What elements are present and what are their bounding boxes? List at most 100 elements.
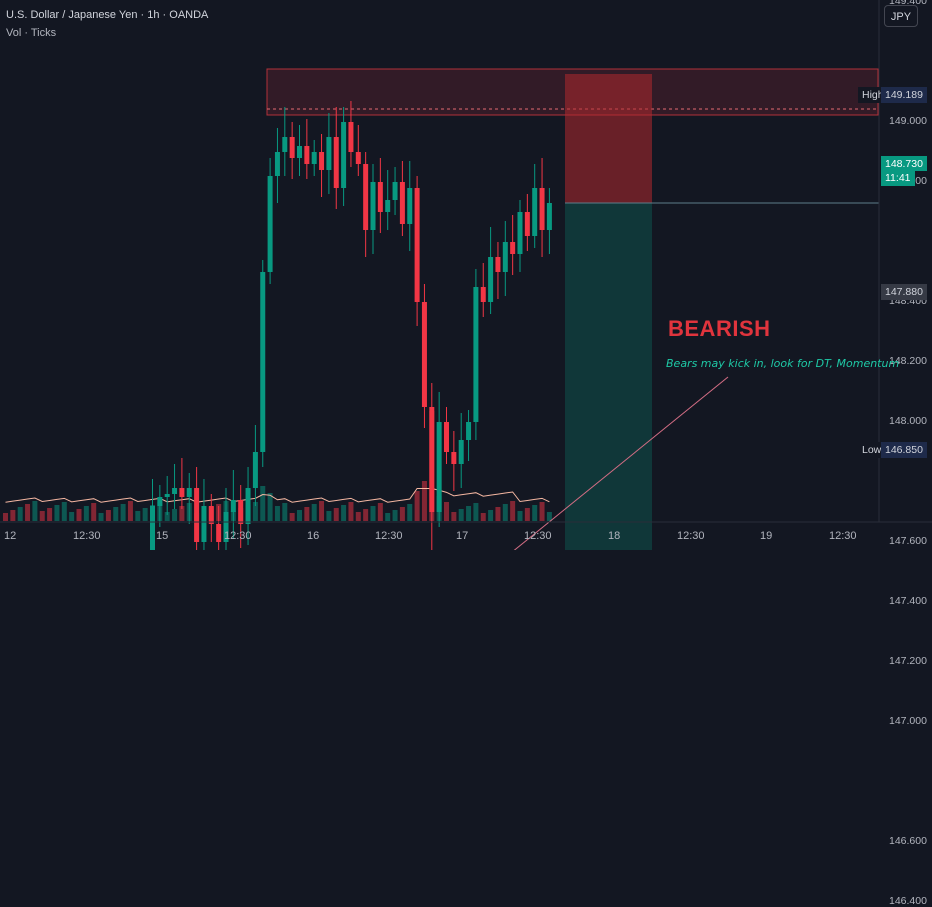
volume-bar — [421, 481, 427, 521]
volume-bar — [311, 504, 317, 521]
price-axis-label: 149.400 — [889, 0, 927, 7]
candle-body[interactable] — [451, 452, 457, 464]
candle-body[interactable] — [495, 257, 501, 272]
candle-body[interactable] — [429, 407, 435, 512]
candle-body[interactable] — [297, 146, 302, 158]
candle-body[interactable] — [267, 176, 273, 272]
volume-bar — [164, 512, 170, 521]
candle-body[interactable] — [223, 512, 229, 542]
candle-body[interactable] — [532, 188, 538, 236]
volume-bar — [348, 502, 354, 521]
candle-body[interactable] — [333, 137, 339, 188]
volume-bar — [363, 509, 369, 521]
candle-body[interactable] — [466, 422, 472, 440]
candle-body[interactable] — [274, 152, 280, 176]
volume-bar — [333, 508, 339, 521]
candle-body[interactable] — [348, 122, 354, 152]
volume-bar — [25, 504, 31, 521]
candle-body[interactable] — [524, 212, 530, 236]
candle-body[interactable] — [363, 164, 369, 230]
candle-body[interactable] — [311, 152, 317, 164]
candle-body[interactable] — [421, 302, 427, 407]
volume-bar — [341, 505, 347, 521]
candle-body[interactable] — [252, 452, 258, 488]
candle-body[interactable] — [208, 506, 214, 524]
candle-body[interactable] — [502, 242, 508, 272]
candle-body[interactable] — [164, 494, 170, 497]
candle-body[interactable] — [458, 440, 464, 464]
currency-button[interactable]: JPY — [884, 5, 918, 27]
volume-bar — [267, 493, 273, 521]
candle-body[interactable] — [546, 203, 552, 230]
time-axis-label: 12:30 — [224, 530, 252, 542]
candle-body[interactable] — [238, 500, 244, 524]
candle-body[interactable] — [179, 488, 185, 497]
volume-bar — [524, 508, 530, 521]
short-position-stop-zone[interactable] — [565, 74, 652, 203]
candle-body[interactable] — [392, 182, 398, 200]
candle-body[interactable] — [201, 506, 207, 542]
price-chart[interactable] — [0, 0, 932, 550]
volume-bar — [179, 506, 185, 521]
candle-body[interactable] — [517, 212, 523, 254]
bearish-annotation-title[interactable]: BEARISH — [668, 316, 771, 341]
candle-body[interactable] — [370, 182, 376, 230]
candle-body[interactable] — [436, 422, 442, 512]
price-axis-label: 146.600 — [889, 835, 927, 847]
volume-bar — [274, 506, 280, 521]
volume-bar — [444, 502, 449, 521]
short-position-target-zone[interactable] — [565, 203, 652, 550]
volume-bar — [502, 504, 508, 521]
volume-bar — [392, 510, 398, 521]
time-axis-label: 18 — [608, 530, 621, 542]
candle-body[interactable] — [444, 422, 449, 452]
volume-bar — [47, 508, 53, 521]
volume-indicator-label[interactable]: Vol · Ticks — [6, 27, 57, 39]
volume-bar — [377, 503, 383, 521]
candle-body[interactable] — [282, 137, 288, 152]
time-axis-label: 12:30 — [829, 530, 857, 542]
low-price-tag: 146.850 — [881, 442, 927, 458]
candle-body[interactable] — [150, 506, 155, 550]
candle-body[interactable] — [289, 137, 295, 158]
trendline[interactable] — [73, 376, 729, 550]
candle-body[interactable] — [186, 488, 192, 497]
symbol-title[interactable]: U.S. Dollar / Japanese Yen · 1h · OANDA — [6, 9, 209, 21]
candle-body[interactable] — [480, 287, 486, 302]
volume-bar — [319, 501, 325, 521]
time-axis-label: 12:30 — [677, 530, 705, 542]
volume-bar — [451, 512, 457, 521]
candle-body[interactable] — [230, 500, 236, 512]
time-axis-label: 19 — [760, 530, 773, 542]
price-axis-label: 147.200 — [889, 655, 927, 667]
candle-body[interactable] — [399, 182, 405, 224]
candle-body[interactable] — [172, 488, 178, 494]
candle-body[interactable] — [194, 488, 200, 542]
volume-bar — [39, 511, 45, 521]
candle-body[interactable] — [355, 152, 361, 164]
candle-body[interactable] — [473, 287, 479, 422]
candle-body[interactable] — [341, 122, 347, 188]
candle-body[interactable] — [260, 272, 266, 452]
volume-bar — [399, 507, 405, 521]
candle-body[interactable] — [377, 182, 383, 212]
volume-bar — [488, 510, 494, 521]
bearish-annotation-note[interactable]: Bears may kick in, look for DT, Momentum — [666, 357, 900, 370]
candle-body[interactable] — [385, 200, 391, 212]
candle-countdown: 11:41 — [881, 171, 915, 186]
candle-body[interactable] — [216, 524, 222, 542]
candle-body[interactable] — [488, 257, 494, 302]
candle-body[interactable] — [414, 188, 420, 302]
candle-body[interactable] — [319, 152, 325, 170]
candle-body[interactable] — [539, 188, 545, 230]
volume-bar — [414, 491, 420, 521]
candle-body[interactable] — [326, 137, 332, 170]
candle-body[interactable] — [510, 242, 516, 254]
candle-body[interactable] — [407, 188, 413, 224]
candle-body[interactable] — [157, 497, 163, 506]
candle-body[interactable] — [245, 488, 251, 524]
volume-bar — [495, 507, 501, 521]
volume-bar — [260, 486, 266, 521]
candle-body[interactable] — [304, 146, 310, 164]
